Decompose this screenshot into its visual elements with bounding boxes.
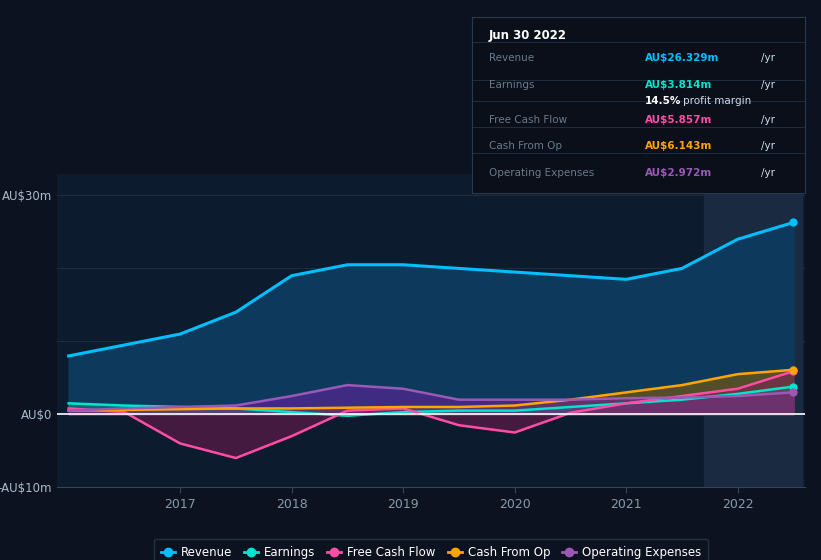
Bar	[704, 174, 802, 487]
Text: /yr: /yr	[761, 142, 775, 151]
Text: AU$6.143m: AU$6.143m	[645, 142, 713, 151]
Text: Free Cash Flow: Free Cash Flow	[488, 115, 566, 125]
Text: /yr: /yr	[761, 53, 775, 63]
Text: AU$2.972m: AU$2.972m	[645, 168, 713, 178]
Text: AU$3.814m: AU$3.814m	[645, 80, 713, 90]
Text: Cash From Op: Cash From Op	[488, 142, 562, 151]
Text: Operating Expenses: Operating Expenses	[488, 168, 594, 178]
Text: /yr: /yr	[761, 115, 775, 125]
Text: /yr: /yr	[761, 80, 775, 90]
Text: profit margin: profit margin	[683, 96, 751, 106]
Text: Jun 30 2022: Jun 30 2022	[488, 29, 566, 42]
Text: /yr: /yr	[761, 168, 775, 178]
Legend: Revenue, Earnings, Free Cash Flow, Cash From Op, Operating Expenses: Revenue, Earnings, Free Cash Flow, Cash …	[154, 539, 709, 560]
Text: AU$26.329m: AU$26.329m	[645, 53, 719, 63]
Text: AU$5.857m: AU$5.857m	[645, 115, 713, 125]
Text: 14.5%: 14.5%	[645, 96, 681, 106]
Text: Earnings: Earnings	[488, 80, 534, 90]
Text: Revenue: Revenue	[488, 53, 534, 63]
